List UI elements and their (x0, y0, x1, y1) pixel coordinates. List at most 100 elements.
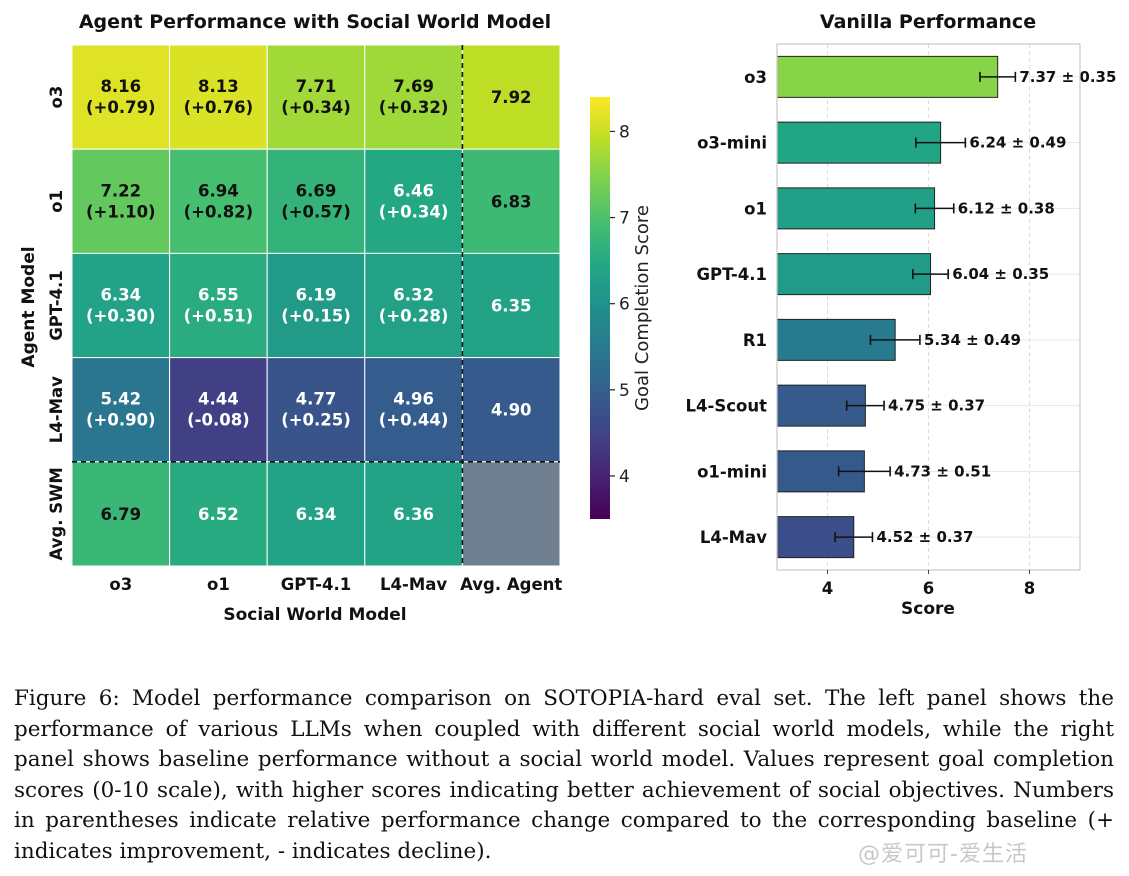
heatmap-cell-delta: (+0.51) (184, 307, 254, 326)
heatmap-cell-value: 5.42 (100, 390, 141, 409)
heatmap-x-tick-labels: o3 o1 GPT-4.1 L4-Mav Avg. Agent (109, 575, 562, 594)
heatmap-cell-value: 6.19 (296, 286, 337, 305)
heatmap-cell (461, 357, 561, 463)
bar-chart-y-tick-label: GPT-4.1 (696, 265, 767, 284)
heatmap-cell (169, 357, 268, 463)
heatmap-cell (71, 461, 171, 567)
heatmap-cell-value: 8.13 (198, 77, 239, 96)
heatmap-x-axis-label: Social World Model (223, 605, 406, 625)
bar-chart-y-tick-labels: o3 o3-mini o1 GPT-4.1 R1 L4-Scout o1-mini L4-Ma… (686, 68, 768, 547)
heatmap-x-tick-label: o3 (109, 575, 132, 594)
heatmap-x-tick-label: L4-Mav (380, 575, 447, 594)
colorbar-tick-label: 8 (619, 122, 630, 142)
heatmap-cell-delta: (+0.90) (86, 411, 156, 430)
heatmap-x-tick-label: Avg. Agent (460, 575, 562, 594)
heatmap-cell-delta: (+0.82) (184, 202, 254, 221)
heatmap-cell (364, 44, 463, 150)
watermark: @爱可可-爱生活 (858, 842, 1028, 867)
heatmap-cell-value: 6.32 (393, 286, 434, 305)
heatmap-cell-delta: (+0.79) (86, 98, 156, 117)
heatmap-cell-value: 6.52 (198, 505, 239, 524)
bar-chart-y-tick-label: L4-Scout (686, 397, 768, 416)
heatmap-y-axis-label: Agent Model (19, 246, 39, 367)
heatmap-cell-delta: (+0.15) (281, 307, 351, 326)
heatmap-cell-delta: (+0.28) (379, 307, 449, 326)
bar-value-label: 5.34 ± 0.49 (924, 331, 1021, 349)
bar (776, 253, 932, 296)
bar-chart-title: Vanilla Performance (820, 11, 1036, 33)
bar (776, 187, 936, 230)
colorbar-tick-label: 7 (619, 209, 630, 229)
heatmap-cell (364, 148, 463, 254)
heatmap-cell (71, 148, 171, 254)
heatmap-cell-value: 6.36 (393, 505, 434, 524)
bar-chart-y-tick-label: L4-Mav (700, 528, 767, 547)
heatmap-cell-value: 7.22 (100, 181, 141, 200)
heatmap-cell-value: 7.92 (491, 88, 532, 107)
heatmap-cell (169, 252, 268, 359)
heatmap-x-tick-label: GPT-4.1 (281, 575, 352, 594)
heatmap-cell-value: 4.77 (296, 390, 337, 409)
heatmap-cell (266, 252, 366, 359)
bar-value-label: 4.73 ± 0.51 (894, 462, 991, 480)
heatmap-cell (266, 357, 366, 463)
heatmap-cell (71, 252, 171, 359)
colorbar-tick-label: 6 (619, 295, 630, 315)
bar-value-label: 4.52 ± 0.37 (876, 528, 973, 546)
heatmap-cell-value: 6.35 (491, 297, 532, 316)
heatmap-cell-value: 4.90 (491, 401, 532, 420)
heatmap-cell (364, 461, 463, 567)
bar-chart-y-tick-label: o3 (744, 68, 767, 87)
heatmap-cell-delta: (+0.44) (379, 411, 449, 430)
heatmap-y-tick-labels: o3 o1 GPT-4.1 L4-Mav Avg. SWM (47, 86, 66, 561)
heatmap-cell (461, 461, 561, 567)
heatmap-cell (266, 148, 366, 254)
bar-chart-y-tick-label: o1 (744, 199, 767, 218)
heatmap-y-tick-label: o3 (47, 86, 66, 109)
heatmap-cell-value: 6.79 (100, 505, 141, 524)
bar-value-label: 4.75 ± 0.37 (888, 397, 985, 415)
heatmap-cell-delta: (+0.32) (379, 98, 449, 117)
bar-chart-bars: 7.37 ± 0.35 6.24 ± 0.49 6.12 ± 0.38 6.04 ± … (776, 55, 1116, 559)
heatmap-cell-delta: (+0.76) (184, 98, 254, 117)
heatmap-y-tick-label: L4-Mav (47, 376, 66, 443)
colorbar: 4 5 6 7 8 Goal Completion Score (590, 97, 653, 519)
colorbar-gradient (590, 97, 610, 519)
heatmap-cell-value: 6.55 (198, 286, 239, 305)
heatmap-cell-value: 6.34 (100, 286, 141, 305)
bar-chart-x-axis-label: Score (901, 599, 955, 619)
heatmap-cell-delta: (+1.10) (86, 202, 156, 221)
heatmap-cell (461, 148, 561, 254)
heatmap-cell-value: 7.71 (296, 77, 337, 96)
bar-value-label: 6.24 ± 0.49 (969, 134, 1066, 152)
heatmap-x-tick-label: o1 (207, 575, 230, 594)
heatmap-cell-value: 4.96 (393, 390, 434, 409)
heatmap-y-tick-label: Avg. SWM (47, 467, 66, 560)
bar-value-label: 7.37 ± 0.35 (1019, 68, 1116, 86)
heatmap-cell-value: 6.69 (296, 181, 337, 200)
heatmap-cell-delta: (+0.34) (379, 202, 449, 221)
heatmap-cell (71, 357, 171, 463)
heatmap-cell-delta: (+0.25) (281, 411, 351, 430)
bar-chart-y-tick-label: o1-mini (697, 462, 767, 481)
heatmap-cell (461, 252, 561, 359)
heatmap-cell-value: 4.44 (198, 390, 239, 409)
heatmap-y-tick-label: GPT-4.1 (47, 270, 66, 341)
heatmap-cell (169, 461, 268, 567)
heatmap-cell-delta: (+0.57) (281, 202, 351, 221)
figure-caption: Figure 6: Model performance comparison o… (14, 686, 1114, 864)
heatmap-cell-value: 6.83 (491, 192, 532, 211)
heatmap-cell-value: 6.46 (393, 181, 434, 200)
heatmap-cell-delta: (+0.30) (86, 307, 156, 326)
heatmap-y-tick-label: o1 (47, 190, 66, 213)
colorbar-tick-label: 5 (619, 381, 630, 401)
heatmap-cell (266, 461, 366, 567)
bar-value-label: 6.12 ± 0.38 (958, 199, 1055, 217)
heatmap-cell (169, 148, 268, 254)
heatmap-cell-value: 7.69 (393, 77, 434, 96)
heatmap-cell (461, 44, 561, 150)
heatmap-cell (71, 44, 171, 150)
heatmap-cell-value: 6.34 (296, 505, 337, 524)
heatmap-panel: Agent Performance with Social World Mode… (19, 11, 653, 625)
bar-chart-y-tick-label: R1 (743, 331, 767, 350)
